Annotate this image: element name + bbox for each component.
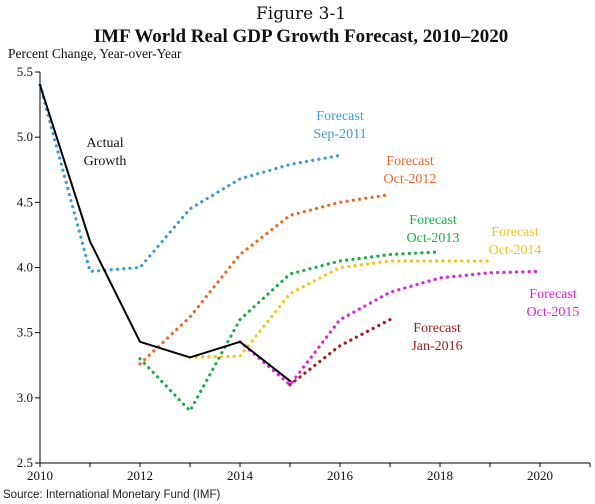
series-label-line: Forecast [413, 321, 461, 336]
series-label-line: Growth [84, 154, 127, 169]
series-label-actual-growth: Actual Growth [84, 136, 127, 169]
series-label-forecast-sep-2011: Forecast Sep-2011 [313, 109, 366, 142]
series-line-actual-growth [39, 84, 291, 382]
series-line-forecast-oct-2012 [138, 192, 392, 366]
y-tick-label: 5.5 [17, 64, 33, 79]
plot-area: 2.5 3.0 3.5 4.0 4.5 5.0 5.5 2010 2012 2014 2016 201… [17, 64, 591, 483]
series-line-forecast-oct-2015 [238, 269, 542, 387]
series-label-forecast-oct-2015: Forecast Oct-2015 [527, 287, 580, 320]
series-label-forecast-oct-2013: Forecast Oct-2013 [407, 213, 460, 246]
y-tick-label: 5.0 [17, 129, 33, 144]
chart-title: IMF World Real GDP Growth Forecast, 2010… [94, 26, 509, 47]
x-tick-label: 2012 [127, 468, 153, 483]
series-label-line: Jan-2016 [411, 339, 462, 354]
series-line-forecast-oct-2013 [138, 250, 442, 413]
x-tick-label: 2010 [27, 468, 53, 483]
series-label-forecast-jan-2016: Forecast Jan-2016 [411, 321, 462, 354]
series-label-line: Forecast [529, 287, 577, 302]
x-tick-label: 2018 [427, 468, 453, 483]
series-label-line: Forecast [491, 225, 539, 240]
x-tick-label: 2020 [527, 468, 553, 483]
series-line-forecast-jan-2016 [288, 318, 392, 387]
series-label-forecast-oct-2012: Forecast Oct-2012 [384, 154, 437, 187]
series-label-line: Forecast [316, 109, 364, 124]
source-note: Source: International Monetary Fund (IMF… [3, 489, 220, 501]
x-tick-label: 2016 [327, 468, 354, 483]
y-tick-label: 4.5 [17, 194, 33, 209]
series-line-forecast-oct-2014 [188, 259, 492, 359]
figure-number: Figure 3-1 [256, 4, 346, 24]
series-label-line: Oct-2014 [489, 243, 542, 258]
series-line-forecast-sep-2011 [38, 83, 342, 273]
series-label-line: Forecast [386, 154, 434, 169]
y-tick-label: 3.0 [17, 390, 33, 405]
series-label-line: Actual [86, 136, 123, 151]
y-tick-label: 3.5 [17, 325, 33, 340]
series-label-forecast-oct-2014: Forecast Oct-2014 [489, 225, 542, 258]
series-label-line: Oct-2013 [407, 231, 460, 246]
series-label-line: Forecast [409, 213, 457, 228]
series-label-line: Oct-2012 [384, 172, 437, 187]
series-label-line: Oct-2015 [527, 305, 580, 320]
y-tick-label: 4.0 [17, 260, 33, 275]
x-tick-label: 2014 [227, 468, 254, 483]
series-label-line: Sep-2011 [313, 127, 366, 142]
y-axis-label: Percent Change, Year-over-Year [8, 46, 182, 61]
y-tick-label: 2.5 [17, 455, 33, 470]
